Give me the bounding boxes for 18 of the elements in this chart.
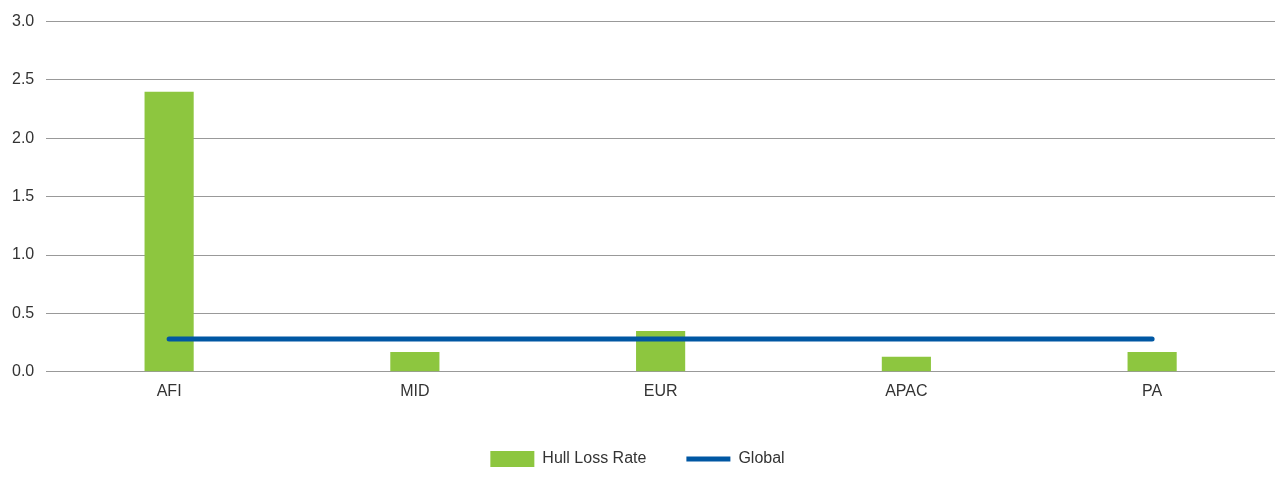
x-tick-label: MID — [400, 381, 430, 399]
y-tick-label: 0.5 — [11, 303, 35, 321]
x-tick-label: PA — [1142, 381, 1163, 399]
bar — [881, 356, 931, 372]
bar — [1127, 351, 1177, 372]
x-tick-label: AFI — [156, 381, 182, 399]
bar — [144, 91, 194, 372]
y-tick-label: 1.5 — [11, 187, 35, 205]
y-tick-label: 2.0 — [11, 128, 35, 146]
legend-label: Hull Loss Rate — [542, 449, 647, 467]
y-tick-label: 1.0 — [11, 245, 35, 263]
legend-label: Global — [738, 449, 785, 467]
y-tick-label: 0.0 — [11, 362, 35, 380]
bar — [390, 351, 440, 372]
y-tick-label: 2.5 — [11, 70, 35, 88]
x-tick-label: APAC — [885, 381, 928, 399]
x-tick-label: EUR — [643, 381, 678, 399]
y-tick-label: 3.0 — [11, 12, 35, 30]
